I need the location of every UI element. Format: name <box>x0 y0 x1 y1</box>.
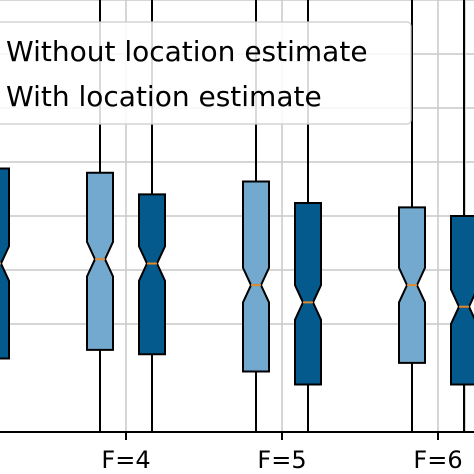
legend-entry-with-location: With location estimate <box>6 80 322 113</box>
box-F=3-with <box>0 167 10 360</box>
legend-entry-without-location: Without location estimate <box>6 35 368 68</box>
box-body <box>0 167 10 360</box>
legend-frame <box>0 21 412 125</box>
box-F=6-with <box>450 0 474 432</box>
box-body <box>242 180 270 373</box>
x-axis: F=4 F=5 F=6 <box>0 431 474 474</box>
box-F=4-without <box>86 0 114 432</box>
x-tick-label: F=6 <box>413 446 462 474</box>
box-body <box>450 215 474 386</box>
box-F=6-without <box>398 0 426 432</box>
box-body <box>138 193 166 356</box>
box-body <box>86 171 114 351</box>
box-F=5-with <box>294 0 322 432</box>
x-tick-label: F=4 <box>101 446 150 474</box>
box-elements <box>0 0 474 432</box>
x-tick-label: F=5 <box>257 446 306 474</box>
legend: Without location estimate With location … <box>0 21 412 125</box>
box-body <box>294 202 322 386</box>
